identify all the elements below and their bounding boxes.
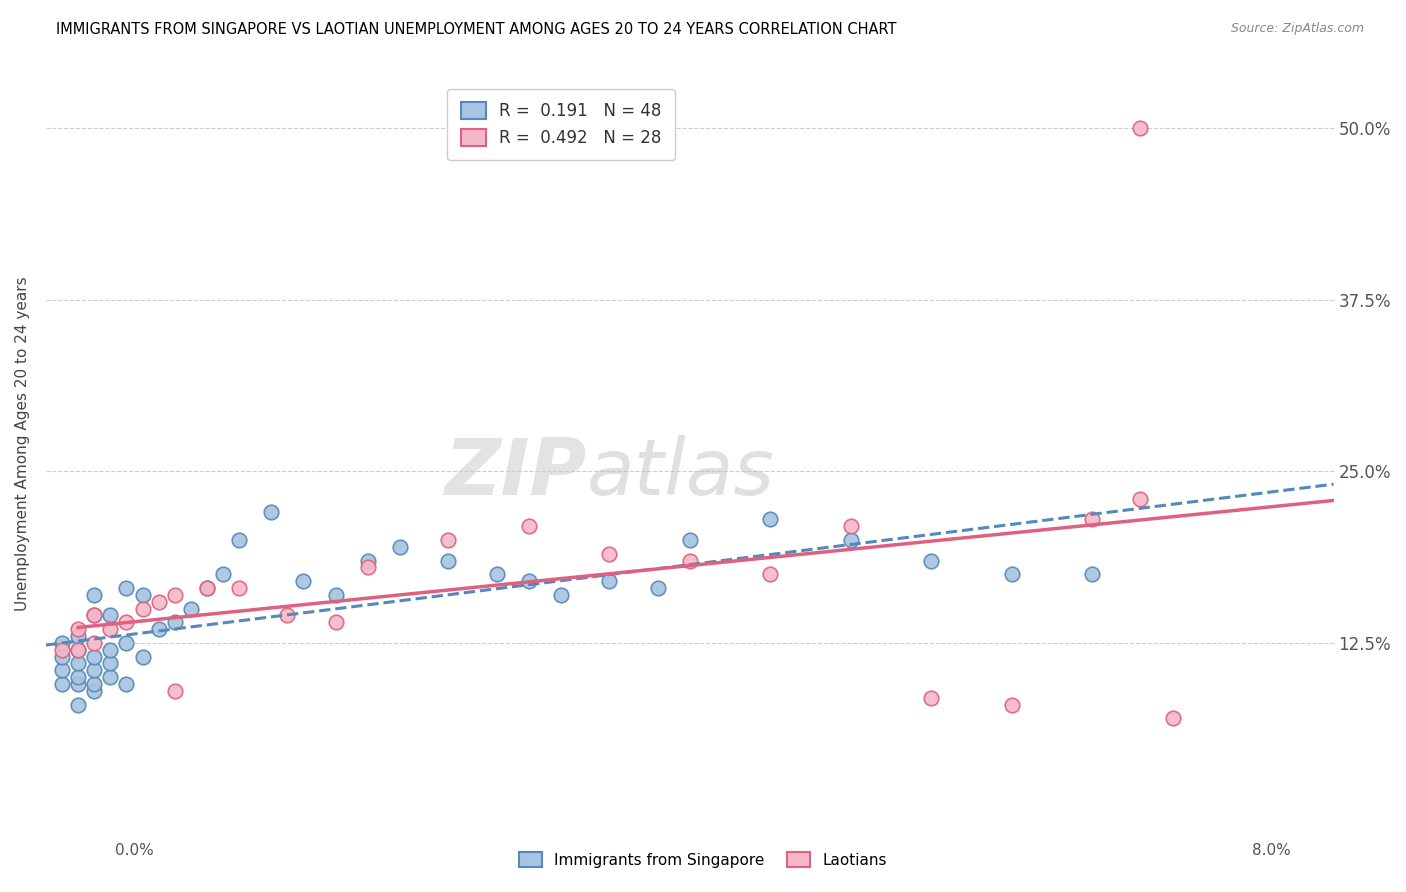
- Point: [839, 533, 862, 547]
- Text: 0.0%: 0.0%: [115, 843, 155, 858]
- Point: [389, 540, 412, 554]
- Point: [357, 560, 380, 574]
- Point: [148, 622, 170, 636]
- Point: [51, 636, 73, 650]
- Point: [485, 567, 508, 582]
- Point: [647, 581, 669, 595]
- Point: [131, 588, 153, 602]
- Point: [260, 505, 283, 519]
- Point: [437, 533, 460, 547]
- Point: [67, 670, 90, 684]
- Point: [83, 588, 105, 602]
- Point: [67, 629, 90, 643]
- Point: [163, 684, 186, 698]
- Point: [98, 657, 121, 671]
- Point: [517, 574, 540, 588]
- Point: [517, 519, 540, 533]
- Point: [115, 636, 138, 650]
- Point: [98, 608, 121, 623]
- Point: [1129, 491, 1152, 506]
- Point: [115, 581, 138, 595]
- Point: [759, 567, 782, 582]
- Point: [67, 642, 90, 657]
- Point: [1161, 711, 1184, 725]
- Point: [276, 608, 298, 623]
- Point: [1081, 567, 1104, 582]
- Point: [1081, 512, 1104, 526]
- Point: [195, 581, 218, 595]
- Point: [51, 649, 73, 664]
- Point: [679, 533, 702, 547]
- Point: [920, 553, 942, 567]
- Point: [98, 642, 121, 657]
- Point: [1001, 567, 1024, 582]
- Point: [83, 664, 105, 678]
- Point: [325, 615, 347, 630]
- Point: [83, 684, 105, 698]
- Point: [759, 512, 782, 526]
- Point: [67, 642, 90, 657]
- Point: [51, 664, 73, 678]
- Point: [98, 670, 121, 684]
- Point: [83, 649, 105, 664]
- Y-axis label: Unemployment Among Ages 20 to 24 years: Unemployment Among Ages 20 to 24 years: [15, 277, 30, 611]
- Point: [180, 601, 202, 615]
- Point: [212, 567, 235, 582]
- Point: [325, 588, 347, 602]
- Point: [51, 677, 73, 691]
- Point: [598, 547, 620, 561]
- Point: [67, 622, 90, 636]
- Point: [67, 677, 90, 691]
- Point: [67, 657, 90, 671]
- Point: [228, 581, 250, 595]
- Point: [920, 690, 942, 705]
- Point: [67, 698, 90, 712]
- Text: Source: ZipAtlas.com: Source: ZipAtlas.com: [1230, 22, 1364, 36]
- Point: [83, 636, 105, 650]
- Point: [292, 574, 315, 588]
- Point: [83, 608, 105, 623]
- Point: [148, 595, 170, 609]
- Point: [163, 615, 186, 630]
- Point: [115, 677, 138, 691]
- Legend: Immigrants from Singapore, Laotians: Immigrants from Singapore, Laotians: [513, 846, 893, 873]
- Point: [598, 574, 620, 588]
- Point: [98, 622, 121, 636]
- Point: [131, 601, 153, 615]
- Text: 8.0%: 8.0%: [1251, 843, 1291, 858]
- Point: [131, 649, 153, 664]
- Point: [357, 553, 380, 567]
- Point: [83, 677, 105, 691]
- Legend: R =  0.191   N = 48, R =  0.492   N = 28: R = 0.191 N = 48, R = 0.492 N = 28: [447, 88, 675, 160]
- Point: [115, 615, 138, 630]
- Point: [1129, 120, 1152, 135]
- Point: [163, 588, 186, 602]
- Point: [839, 519, 862, 533]
- Point: [679, 553, 702, 567]
- Text: ZIP: ZIP: [444, 435, 586, 511]
- Point: [550, 588, 572, 602]
- Point: [437, 553, 460, 567]
- Point: [195, 581, 218, 595]
- Point: [83, 608, 105, 623]
- Point: [51, 642, 73, 657]
- Point: [1001, 698, 1024, 712]
- Text: IMMIGRANTS FROM SINGAPORE VS LAOTIAN UNEMPLOYMENT AMONG AGES 20 TO 24 YEARS CORR: IMMIGRANTS FROM SINGAPORE VS LAOTIAN UNE…: [56, 22, 897, 37]
- Point: [228, 533, 250, 547]
- Text: atlas: atlas: [586, 435, 775, 511]
